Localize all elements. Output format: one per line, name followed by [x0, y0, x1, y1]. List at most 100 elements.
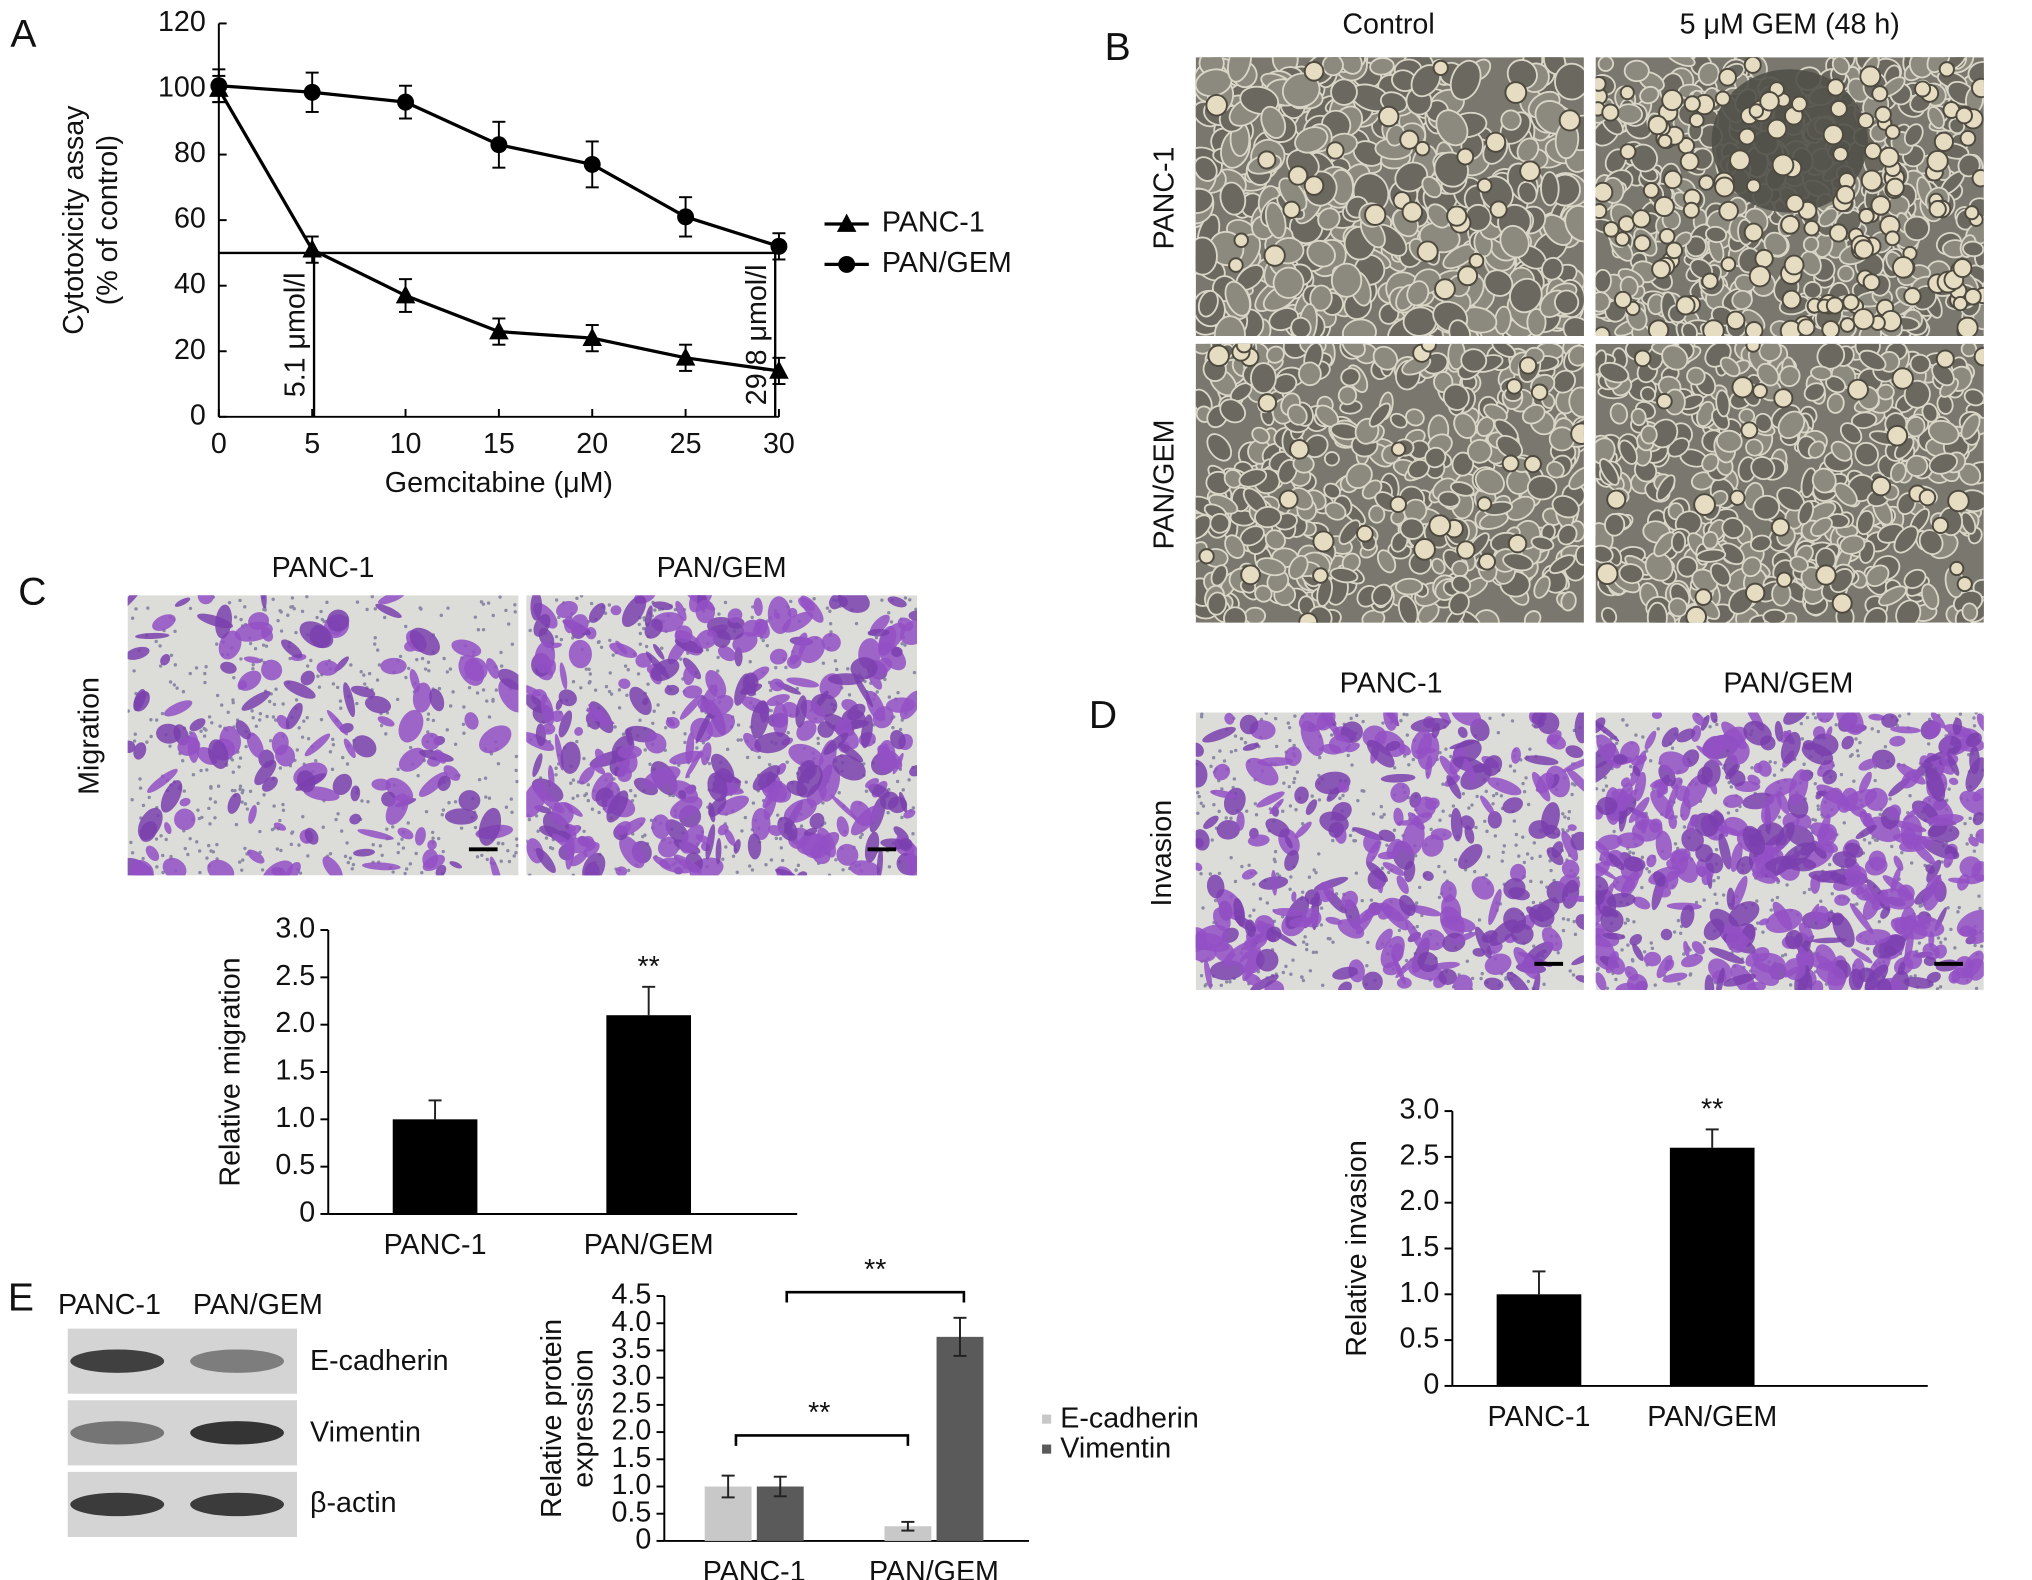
pore [188, 606, 193, 611]
round-cell [1743, 57, 1762, 74]
cell [1803, 280, 1823, 300]
stained-cell [385, 793, 409, 825]
pore [424, 809, 429, 814]
pore [637, 622, 642, 627]
pore [319, 609, 323, 614]
pore [1672, 930, 1677, 934]
stained-cell [304, 827, 319, 845]
stained-cell [1390, 943, 1404, 962]
round-cell [1718, 200, 1739, 222]
micrograph [1595, 57, 1984, 337]
pore [1496, 730, 1501, 735]
stained-cell [241, 691, 271, 711]
pore [1802, 762, 1806, 766]
pore [1301, 978, 1306, 983]
stained-cell [304, 733, 331, 757]
pore [1532, 944, 1536, 948]
pore [625, 693, 629, 697]
stained-cell [1265, 818, 1290, 838]
cell [1251, 426, 1271, 445]
pore [582, 829, 586, 833]
stained-cell [890, 729, 906, 750]
cell [1741, 556, 1762, 578]
pore [504, 608, 508, 613]
cell [1254, 505, 1282, 529]
pore [1649, 941, 1653, 945]
pore [496, 762, 501, 766]
round-cell [1698, 174, 1715, 191]
stained-cell [606, 790, 629, 823]
pore [161, 853, 165, 858]
pore [1973, 943, 1977, 948]
pore [1595, 787, 1599, 791]
pore [1381, 721, 1385, 725]
pore [1780, 768, 1784, 772]
stained-cell [415, 827, 426, 846]
stained-cell [1503, 907, 1527, 934]
round-cell [1390, 441, 1407, 457]
stained-cell [752, 765, 781, 791]
pore [1217, 809, 1221, 814]
pore [617, 688, 622, 692]
cell [1686, 366, 1706, 386]
pore [644, 644, 649, 649]
pore [1958, 712, 1963, 716]
pore [370, 595, 374, 599]
pore [172, 683, 177, 687]
pore [336, 812, 340, 816]
pore [1769, 908, 1773, 912]
stained-cell [1546, 847, 1564, 866]
pore [391, 825, 395, 829]
stained-cell [1562, 755, 1584, 773]
round-cell [1884, 230, 1901, 247]
round-cell [1885, 177, 1905, 198]
round-cell [1718, 67, 1737, 87]
stained-cell [281, 639, 303, 659]
stained-cell [878, 622, 906, 653]
pore [423, 667, 428, 671]
pore [132, 739, 137, 743]
cell [1321, 57, 1344, 77]
round-cell [1501, 454, 1520, 473]
stained-cell [803, 827, 818, 836]
round-cell [1745, 178, 1762, 194]
pore [481, 602, 486, 606]
cell [1967, 61, 1984, 85]
stained-cell [1399, 894, 1416, 917]
pore [638, 642, 643, 646]
round-cell [1647, 319, 1670, 337]
stained-cell [1858, 758, 1878, 771]
round-cell [1797, 318, 1816, 337]
pore [1199, 715, 1204, 719]
pore [571, 778, 576, 782]
round-cell [1874, 105, 1892, 124]
stained-cell [273, 822, 287, 831]
pore [199, 729, 203, 733]
pore [723, 600, 728, 605]
stained-cell [1858, 771, 1872, 794]
pore [133, 732, 137, 736]
row-label: Invasion [1146, 800, 1178, 907]
cell [1927, 106, 1945, 130]
pore [1461, 792, 1466, 796]
pore [1233, 734, 1238, 738]
stained-cell [1602, 932, 1626, 940]
stained-cell [777, 816, 798, 841]
stained-cell [1730, 842, 1743, 872]
pore [776, 813, 780, 817]
stained-cell [498, 678, 519, 713]
row-label: Migration [74, 677, 106, 795]
stained-cell [1380, 773, 1416, 783]
round-cell [1312, 567, 1329, 584]
pore [271, 715, 276, 719]
pore [617, 706, 622, 710]
round-cell [1731, 376, 1754, 399]
pore [328, 750, 333, 754]
pore [1978, 906, 1982, 911]
pore [603, 611, 608, 615]
pore [638, 718, 642, 722]
stained-cell [1817, 759, 1835, 777]
round-cell [1468, 252, 1485, 269]
stained-cell [1396, 875, 1409, 894]
pore [1379, 804, 1384, 809]
